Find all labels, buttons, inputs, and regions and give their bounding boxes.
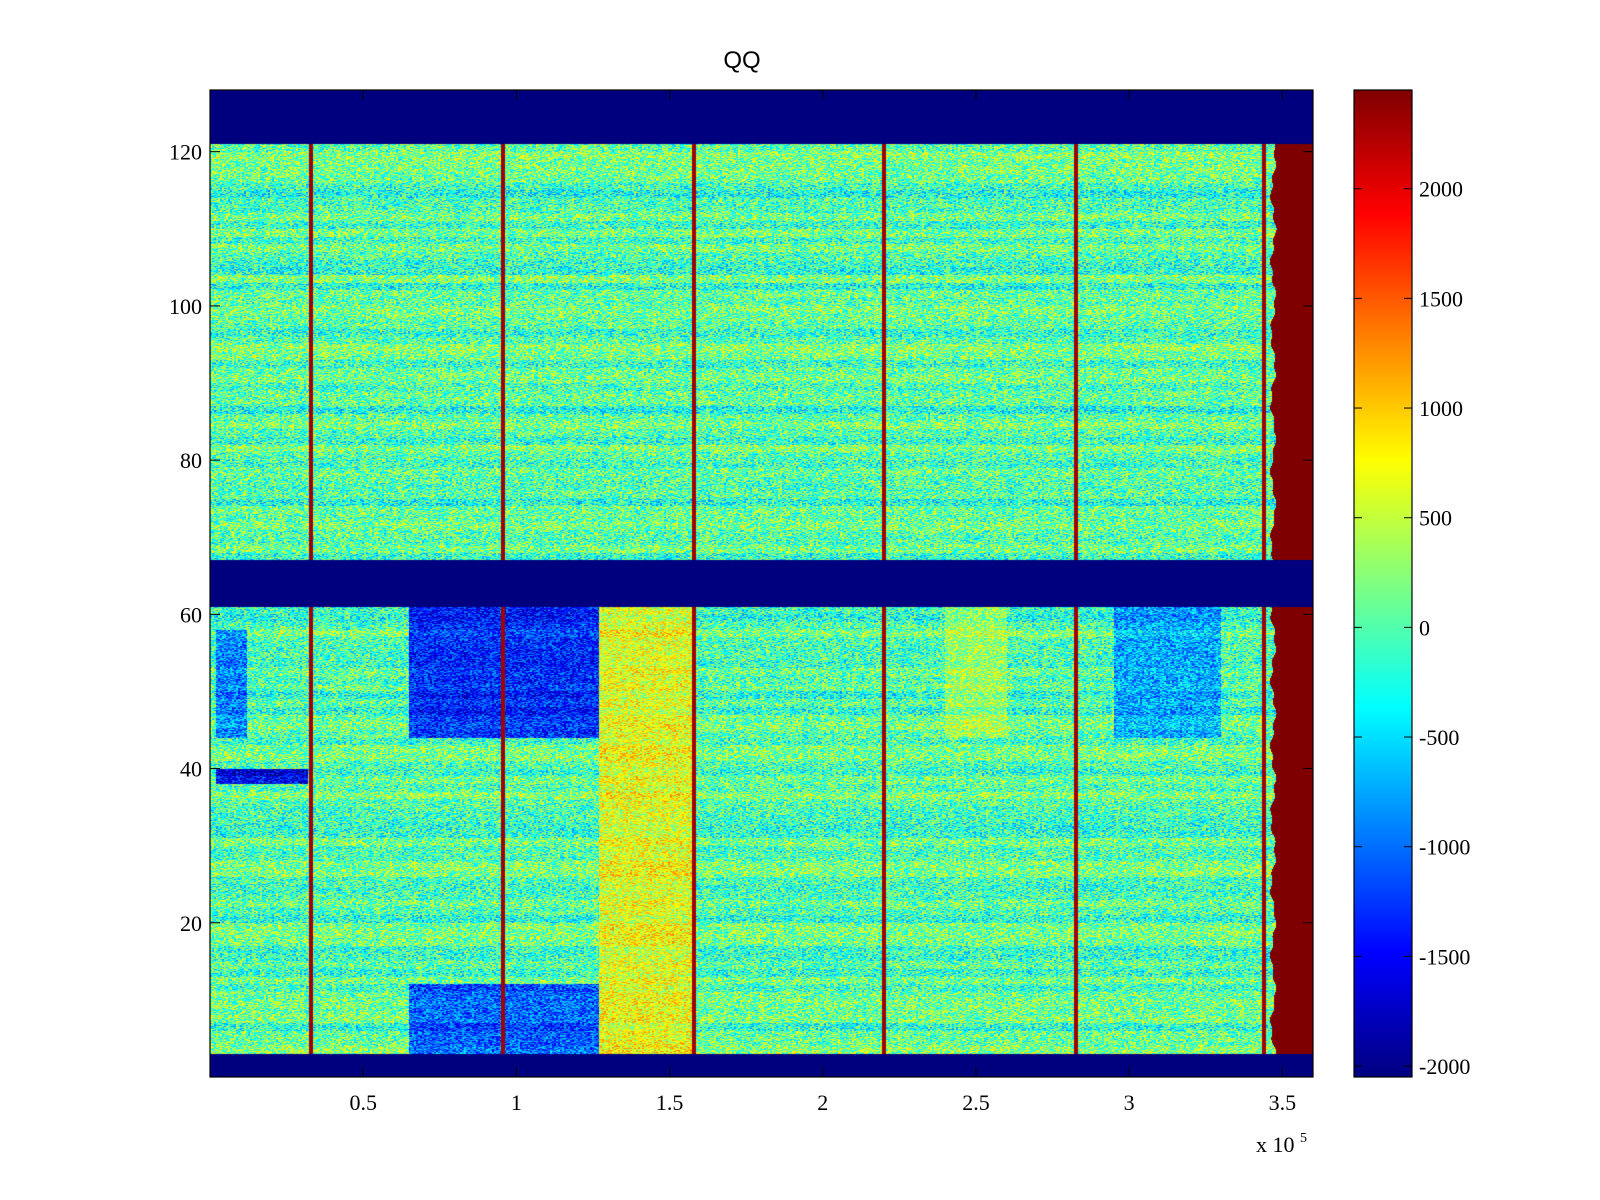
colorbar-tick-label: 500 — [1419, 506, 1452, 531]
x-axis: 0.5 1 1.5 2 2.5 3 3.5 — [349, 90, 1296, 1115]
x-axis-multiplier-base: x 10 — [1256, 1132, 1295, 1157]
colorbar-tick-label: -1000 — [1419, 835, 1470, 860]
y-tick-label: 120 — [169, 140, 202, 165]
x-tick-label: 1 — [511, 1090, 522, 1115]
x-tick-label: 3 — [1124, 1090, 1135, 1115]
x-axis-multiplier-exponent: 5 — [1300, 1131, 1307, 1146]
colorbar-tick-label: 1000 — [1419, 396, 1463, 421]
chart-title: QQ — [723, 47, 760, 74]
x-tick-label: 1.5 — [656, 1090, 684, 1115]
colorbar-axis: 2000 1500 1000 500 0 -500 -1000 -1500 -2000 — [1354, 177, 1470, 1079]
colorbar-tick-label: 1500 — [1419, 286, 1463, 311]
x-axis-multiplier: x 10 5 — [1256, 1131, 1307, 1157]
plot-frame — [209, 89, 1314, 1078]
colorbar-tick-label: 2000 — [1419, 177, 1463, 202]
y-tick-label: 80 — [180, 448, 202, 473]
colorbar-tick-label: -500 — [1419, 725, 1459, 750]
colorbar-tick-label: -2000 — [1419, 1054, 1470, 1079]
colorbar — [1353, 89, 1413, 1078]
x-tick-label: 0.5 — [349, 1090, 377, 1115]
heatmap-image — [210, 90, 1313, 1077]
heatmap-image-container — [210, 90, 1313, 1077]
colorbar-tick-label: -1500 — [1419, 944, 1470, 969]
x-tick-label: 2 — [817, 1090, 828, 1115]
y-tick-label: 100 — [169, 294, 202, 319]
y-tick-label: 60 — [180, 602, 202, 627]
x-tick-label: 3.5 — [1269, 1090, 1297, 1115]
colorbar-tick-label: 0 — [1419, 615, 1430, 640]
y-axis: 20 40 60 80 100 120 — [169, 140, 1313, 936]
x-tick-label: 2.5 — [962, 1090, 990, 1115]
y-tick-label: 20 — [180, 911, 202, 936]
y-tick-label: 40 — [180, 757, 202, 782]
